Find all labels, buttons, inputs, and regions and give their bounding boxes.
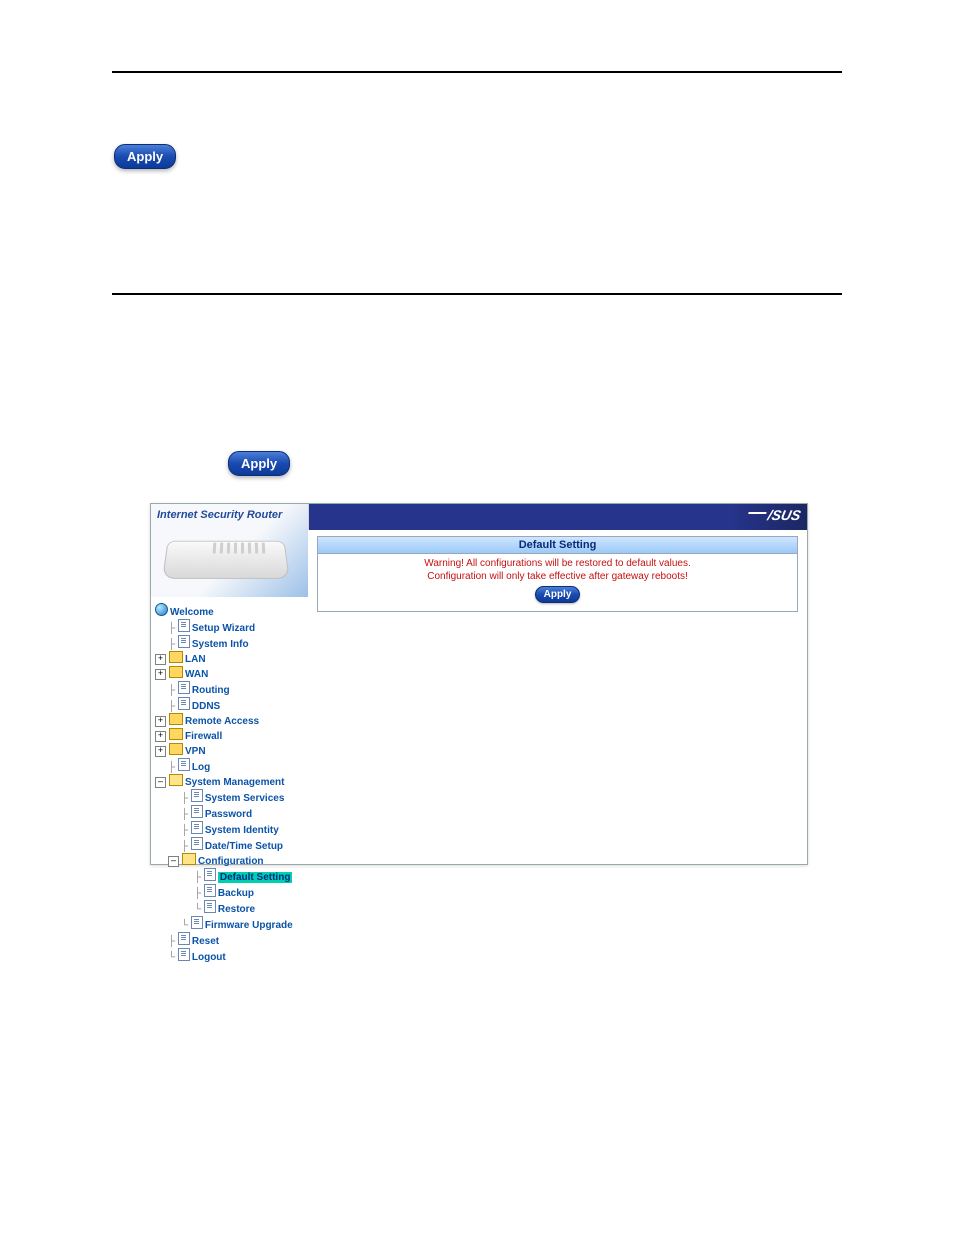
tree-restore[interactable]: └ Restore — [155, 900, 293, 916]
expand-icon[interactable]: + — [155, 746, 166, 757]
default-setting-panel: Default Setting Warning! All configurati… — [317, 536, 798, 612]
tree-system-services[interactable]: ├ System Services — [155, 789, 293, 805]
tree-system-info[interactable]: ├ System Info — [155, 635, 293, 651]
collapse-icon[interactable]: – — [155, 777, 166, 788]
main-panel-area: Default Setting Warning! All configurati… — [308, 530, 807, 864]
tree-lan[interactable]: +LAN — [155, 651, 293, 666]
rule-top — [112, 71, 842, 73]
folder-icon — [169, 666, 183, 678]
tree-password[interactable]: ├ Password — [155, 805, 293, 821]
panel-apply-button[interactable]: Apply — [535, 586, 581, 603]
tree-system-identity[interactable]: ├ System Identity — [155, 821, 293, 837]
folder-icon — [169, 713, 183, 725]
tree-datetime[interactable]: ├ Date/Time Setup — [155, 837, 293, 853]
globe-icon — [155, 603, 168, 616]
nav-tree: Welcome ├ Setup Wizard ├ System Info +LA… — [155, 603, 293, 964]
asus-logo: /SUS — [747, 507, 803, 523]
tree-setup-wizard[interactable]: ├ Setup Wizard — [155, 619, 293, 635]
page-icon — [204, 884, 216, 897]
folder-icon — [169, 728, 183, 740]
page-icon — [178, 681, 190, 694]
tree-ddns[interactable]: ├ DDNS — [155, 697, 293, 713]
tree-logout[interactable]: └ Logout — [155, 948, 293, 964]
tree-reset[interactable]: ├ Reset — [155, 932, 293, 948]
tree-remote-access[interactable]: +Remote Access — [155, 713, 293, 728]
page-icon — [178, 758, 190, 771]
welcome-label: Welcome — [170, 607, 214, 618]
page-icon — [191, 821, 203, 834]
folder-open-icon — [169, 774, 183, 786]
nav-sidebar: Welcome ├ Setup Wizard ├ System Info +LA… — [151, 597, 309, 864]
page-icon — [178, 948, 190, 961]
page-icon — [178, 697, 190, 710]
panel-title: Default Setting — [318, 537, 797, 554]
page-icon — [191, 916, 203, 929]
page-icon — [204, 868, 216, 881]
rule-mid — [112, 293, 842, 295]
page-icon — [178, 619, 190, 632]
folder-icon — [169, 651, 183, 663]
page: Apply Apply /SUS Internet Security Route… — [0, 0, 954, 1235]
apply-button-2[interactable]: Apply — [228, 451, 290, 476]
collapse-icon[interactable]: – — [168, 856, 179, 867]
warning-line-2: Configuration will only take effective a… — [324, 570, 791, 583]
page-icon — [178, 932, 190, 945]
expand-icon[interactable]: + — [155, 716, 166, 727]
folder-icon — [169, 743, 183, 755]
apply-button-2-label: Apply — [228, 451, 290, 476]
page-icon — [191, 805, 203, 818]
expand-icon[interactable]: + — [155, 731, 166, 742]
apply-button-1-label: Apply — [114, 144, 176, 169]
router-image — [165, 528, 285, 586]
tree-system-management[interactable]: –System Management — [155, 774, 293, 789]
tree-backup[interactable]: ├ Backup — [155, 884, 293, 900]
tree-vpn[interactable]: +VPN — [155, 743, 293, 758]
tree-configuration[interactable]: –Configuration — [155, 853, 293, 868]
expand-icon[interactable]: + — [155, 654, 166, 665]
page-icon — [191, 837, 203, 850]
product-title: Internet Security Router — [157, 509, 282, 521]
tree-routing[interactable]: ├ Routing — [155, 681, 293, 697]
tree-wan[interactable]: +WAN — [155, 666, 293, 681]
warning-line-1: Warning! All configurations will be rest… — [324, 557, 791, 570]
tree-firewall[interactable]: +Firewall — [155, 728, 293, 743]
product-frame: Internet Security Router — [151, 504, 309, 598]
tree-welcome[interactable]: Welcome — [155, 603, 293, 619]
folder-open-icon — [182, 853, 196, 865]
page-icon — [178, 635, 190, 648]
expand-icon[interactable]: + — [155, 669, 166, 680]
tree-firmware-upgrade[interactable]: └ Firmware Upgrade — [155, 916, 293, 932]
tree-default-setting[interactable]: ├ Default Setting — [155, 868, 293, 884]
router-admin-screenshot: /SUS Internet Security Router Welcome ├ … — [150, 503, 808, 865]
tree-log[interactable]: ├ Log — [155, 758, 293, 774]
page-icon — [204, 900, 216, 913]
panel-body: Warning! All configurations will be rest… — [318, 554, 797, 611]
page-icon — [191, 789, 203, 802]
apply-button-1[interactable]: Apply — [114, 144, 176, 169]
